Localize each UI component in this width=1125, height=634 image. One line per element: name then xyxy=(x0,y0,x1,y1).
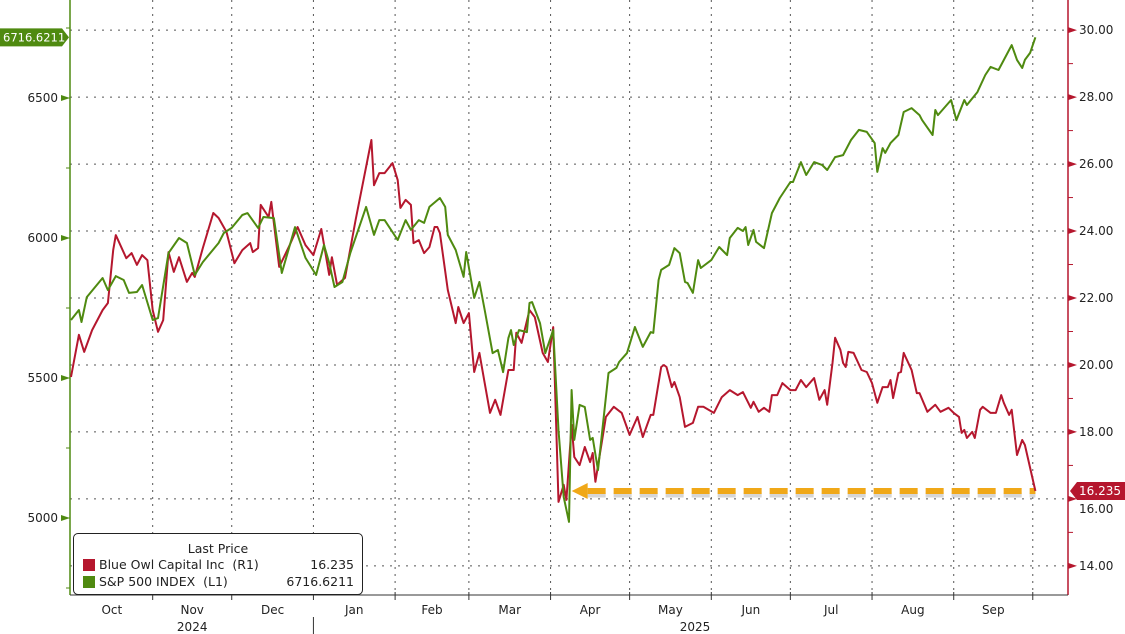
series-lines xyxy=(70,36,1037,523)
right-tick-label: 14.00 xyxy=(1079,559,1113,573)
legend-title: Last Price xyxy=(187,541,249,556)
right-tick-arrow xyxy=(1068,295,1077,302)
series-line-spx xyxy=(70,36,1037,523)
x-tick-label: Aug xyxy=(901,603,924,617)
x-tick-label: Apr xyxy=(580,603,601,617)
right-tick-arrow xyxy=(1068,428,1077,435)
x-tick-label: Nov xyxy=(180,603,203,617)
x-tick-label: Dec xyxy=(261,603,284,617)
legend-swatch-spx xyxy=(83,575,95,588)
right-last-value-label: 16.235 xyxy=(1079,484,1121,498)
left-tick-label: 6500 xyxy=(27,91,58,105)
legend: Last Price Blue Owl Capital Inc (R1) 16.… xyxy=(73,533,363,595)
legend-name-owl: Blue Owl Capital Inc (R1) xyxy=(99,557,259,572)
x-tick-label: Sep xyxy=(982,603,1005,617)
left-tick-arrow xyxy=(61,95,70,101)
left-tick-arrow xyxy=(61,515,70,521)
year-label-2024: 2024 xyxy=(177,620,208,634)
x-tick-label: Jan xyxy=(344,603,364,617)
legend-swatch-owl xyxy=(83,558,95,571)
right-tick-label: 30.00 xyxy=(1079,23,1113,37)
right-tick-label: 16.00 xyxy=(1079,502,1113,516)
x-tick-label: Oct xyxy=(101,603,122,617)
left-tick-label: 5000 xyxy=(27,511,58,525)
axes: Oct Nov Dec Jan Feb Mar Apr May Jun Jul Aug Sep 2024… xyxy=(27,0,1113,634)
right-tick-label: 22.00 xyxy=(1079,291,1113,305)
right-tick-arrow xyxy=(1068,562,1077,569)
grid xyxy=(70,0,1068,595)
x-tick-label: Mar xyxy=(498,603,521,617)
series-line-owl xyxy=(70,139,1037,503)
legend-item-spx: S&P 500 INDEX (L1) 6716.6211 xyxy=(74,573,362,590)
x-tick-label: May xyxy=(658,603,683,617)
arrow-head-icon xyxy=(571,483,588,500)
right-tick-arrow xyxy=(1068,161,1077,168)
dashed-arrow-annotation xyxy=(571,483,1036,500)
right-tick-arrow xyxy=(1068,495,1077,502)
right-tick-arrow xyxy=(1068,228,1077,235)
right-tick-label: 28.00 xyxy=(1079,90,1113,104)
right-tick-label: 20.00 xyxy=(1079,358,1113,372)
left-tick-arrow xyxy=(61,375,70,381)
legend-name-spx: S&P 500 INDEX (L1) xyxy=(99,574,228,589)
right-last-value-box xyxy=(1070,482,1125,501)
last-value-labels: 16.235 6716.6211 xyxy=(0,28,1125,501)
left-last-value-box xyxy=(0,28,69,47)
right-tick-arrow xyxy=(1068,94,1077,101)
left-tick-label: 5500 xyxy=(27,371,58,385)
left-tick-arrow xyxy=(61,235,70,241)
right-tick-label: 24.00 xyxy=(1079,224,1113,238)
legend-item-owl: Blue Owl Capital Inc (R1) 16.235 xyxy=(74,556,362,573)
x-tick-label: Jun xyxy=(740,603,760,617)
right-tick-arrow xyxy=(1068,361,1077,368)
x-tick-label: Feb xyxy=(421,603,442,617)
right-tick-arrow xyxy=(1068,27,1077,34)
legend-value-owl: 16.235 xyxy=(310,557,354,572)
left-last-value-label: 6716.6211 xyxy=(3,30,65,44)
year-label-2025: 2025 xyxy=(680,620,711,634)
left-tick-label: 6000 xyxy=(27,231,58,245)
right-tick-label: 26.00 xyxy=(1079,157,1113,171)
right-tick-label: 18.00 xyxy=(1079,425,1113,439)
legend-value-spx: 6716.6211 xyxy=(286,574,354,589)
x-tick-label: Jul xyxy=(823,603,838,617)
